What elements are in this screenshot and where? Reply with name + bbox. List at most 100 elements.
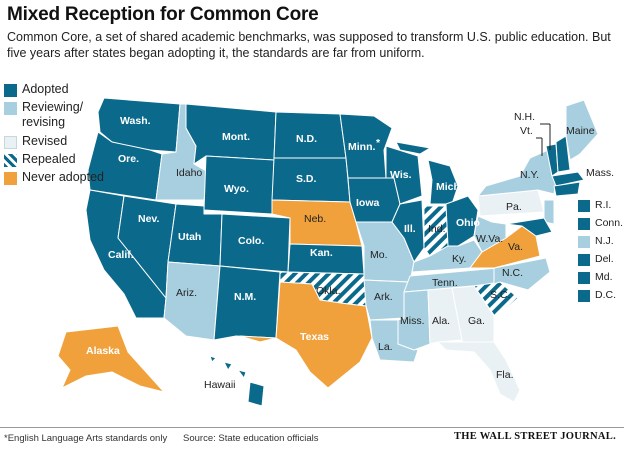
label-mo: Mo. bbox=[370, 249, 388, 261]
label-ut: Utah bbox=[178, 231, 201, 243]
label-me: Maine bbox=[566, 125, 595, 137]
small-state-swatch bbox=[578, 200, 590, 212]
state-md-de bbox=[505, 217, 553, 237]
state-ny bbox=[477, 149, 557, 197]
state-ky bbox=[411, 239, 483, 273]
footer-divider bbox=[0, 427, 624, 428]
state-ar bbox=[363, 279, 409, 321]
state-ma bbox=[551, 171, 585, 187]
small-state-swatch bbox=[578, 236, 590, 248]
label-ga: Ga. bbox=[468, 315, 485, 327]
label-wv: W.Va. bbox=[476, 233, 503, 245]
label-al: Ala. bbox=[432, 315, 450, 327]
legend-swatch-reviewing bbox=[4, 102, 17, 115]
state-nj bbox=[543, 199, 555, 225]
label-wa: Wash. bbox=[120, 115, 151, 127]
legend-never: Never adopted bbox=[4, 170, 114, 204]
state-az bbox=[163, 261, 221, 341]
label-id: Idaho bbox=[176, 167, 202, 179]
small-state-label: N.J. bbox=[595, 235, 614, 247]
label-ia: Iowa bbox=[356, 197, 379, 209]
legend-swatch-repealed bbox=[4, 154, 17, 167]
label-pa: Pa. bbox=[506, 201, 522, 213]
state-tx bbox=[239, 281, 373, 389]
label-mi: Mich. bbox=[436, 181, 463, 193]
state-ak bbox=[57, 325, 165, 393]
label-wy: Wyo. bbox=[224, 183, 249, 195]
label-ne: Neb. bbox=[304, 213, 326, 225]
label-ok: Okla. bbox=[316, 285, 341, 297]
label-or: Ore. bbox=[118, 153, 139, 165]
legend-revised: Revised bbox=[4, 134, 114, 152]
subtitle: Common Core, a set of shared academic be… bbox=[7, 30, 611, 60]
small-state-label: Del. bbox=[595, 253, 614, 265]
legend-repealed: Repealed bbox=[4, 152, 114, 170]
label-nv: Nev. bbox=[138, 213, 159, 225]
small-state-label: R.I. bbox=[595, 199, 612, 211]
label-nm: N.M. bbox=[234, 291, 256, 303]
state-sc bbox=[473, 281, 519, 319]
small-state-label: Conn. bbox=[595, 217, 624, 229]
legend-swatch-revised bbox=[4, 136, 17, 149]
label-fl: Fla. bbox=[496, 369, 514, 381]
legend-swatch-never bbox=[4, 172, 17, 185]
state-va bbox=[469, 225, 541, 269]
state-nc bbox=[493, 257, 551, 291]
label-mt: Mont. bbox=[222, 131, 250, 143]
label-sc: S.C. bbox=[490, 289, 510, 301]
label-az: Ariz. bbox=[176, 287, 197, 299]
label-ny: N.Y. bbox=[520, 169, 539, 181]
label-in: Ind. bbox=[428, 223, 446, 235]
publisher-logo: THE WALL STREET JOURNAL. bbox=[453, 431, 616, 442]
source-note: Source: State education officials bbox=[183, 433, 319, 444]
state-ct-ri bbox=[553, 181, 581, 197]
legend: Adopted Reviewing/ revising Revised Repe… bbox=[4, 82, 114, 204]
label-sd: S.D. bbox=[296, 173, 317, 185]
label-nh: N.H. bbox=[514, 111, 535, 123]
label-co: Colo. bbox=[238, 235, 264, 247]
legend-label-never: Never adopted bbox=[22, 170, 105, 184]
label-tn: Tenn. bbox=[432, 277, 458, 289]
label-mn: Minn. bbox=[348, 141, 375, 153]
label-ms: Miss. bbox=[400, 315, 425, 327]
label-wi: Wis. bbox=[390, 169, 412, 181]
small-state-swatch bbox=[578, 254, 590, 266]
state-mn bbox=[339, 113, 393, 179]
legend-label-adopted: Adopted bbox=[22, 82, 69, 96]
label-hi: Hawaii bbox=[204, 379, 236, 391]
label-ky: Ky. bbox=[452, 253, 466, 265]
legend-adopted: Adopted bbox=[4, 82, 114, 100]
small-state-label: Md. bbox=[595, 271, 613, 283]
state-fl bbox=[437, 341, 521, 403]
label-la: La. bbox=[378, 341, 393, 353]
state-hi bbox=[209, 355, 265, 407]
legend-label-revised: Revised bbox=[22, 134, 68, 148]
label-nd: N.D. bbox=[296, 133, 317, 145]
label-mn-star: * bbox=[376, 137, 381, 149]
label-ar: Ark. bbox=[374, 291, 393, 303]
state-al bbox=[427, 287, 463, 345]
label-tx: Texas bbox=[300, 331, 329, 343]
label-vt: Vt. bbox=[520, 125, 533, 137]
label-oh: Ohio bbox=[456, 217, 480, 229]
legend-swatch-adopted bbox=[4, 84, 17, 97]
label-il: Ill. bbox=[404, 223, 416, 235]
legend-label-reviewing: Reviewing/ revising bbox=[22, 100, 84, 129]
small-state-swatch bbox=[578, 272, 590, 284]
footnote: *English Language Arts standards only bbox=[4, 433, 168, 444]
label-va: Va. bbox=[508, 241, 523, 253]
state-nh bbox=[555, 135, 571, 173]
label-ak: Alaska bbox=[86, 345, 120, 357]
legend-label-repealed: Repealed bbox=[22, 152, 76, 166]
label-ca: Calif. bbox=[108, 249, 134, 261]
page-title: Mixed Reception for Common Core bbox=[7, 4, 319, 25]
label-ma: Mass. bbox=[586, 167, 614, 179]
us-map: Wash. Ore. Calif. Idaho Nev. Mont. Wyo. … bbox=[57, 97, 614, 407]
state-me bbox=[565, 99, 599, 161]
state-nm bbox=[213, 265, 281, 341]
small-state-label: D.C. bbox=[595, 289, 616, 301]
legend-reviewing: Reviewing/ revising bbox=[4, 100, 114, 134]
small-state-swatch bbox=[578, 218, 590, 230]
small-state-swatch bbox=[578, 290, 590, 302]
label-ks: Kan. bbox=[310, 247, 333, 259]
